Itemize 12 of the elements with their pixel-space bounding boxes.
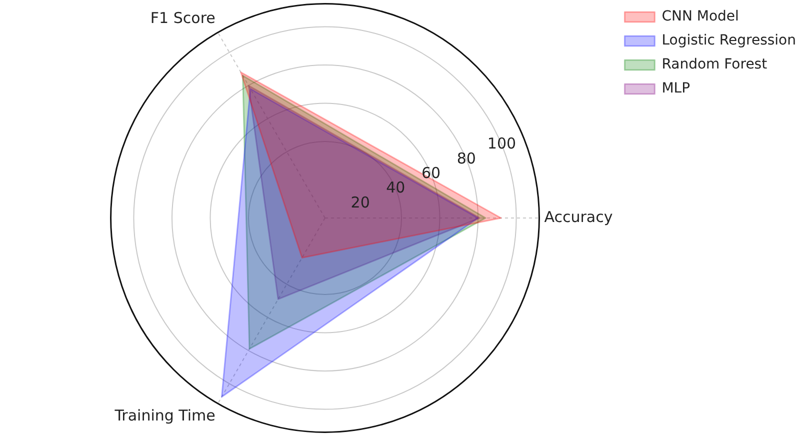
legend-label: CNN Model (662, 8, 739, 25)
y-tick-label: 60 (421, 164, 441, 182)
legend-label: Random Forest (662, 56, 768, 73)
spoke-label: F1 Score (150, 9, 216, 28)
y-tick-label: 20 (350, 193, 370, 212)
spoke-label: Training Time (114, 406, 216, 425)
y-tick-label: 100 (487, 134, 516, 153)
y-tick-label: 40 (386, 178, 406, 197)
y-tick-label: 80 (456, 149, 476, 168)
legend-label: Logistic Regression (662, 32, 796, 49)
legend-label: MLP (662, 80, 690, 97)
spoke-label: Accuracy (544, 208, 613, 226)
